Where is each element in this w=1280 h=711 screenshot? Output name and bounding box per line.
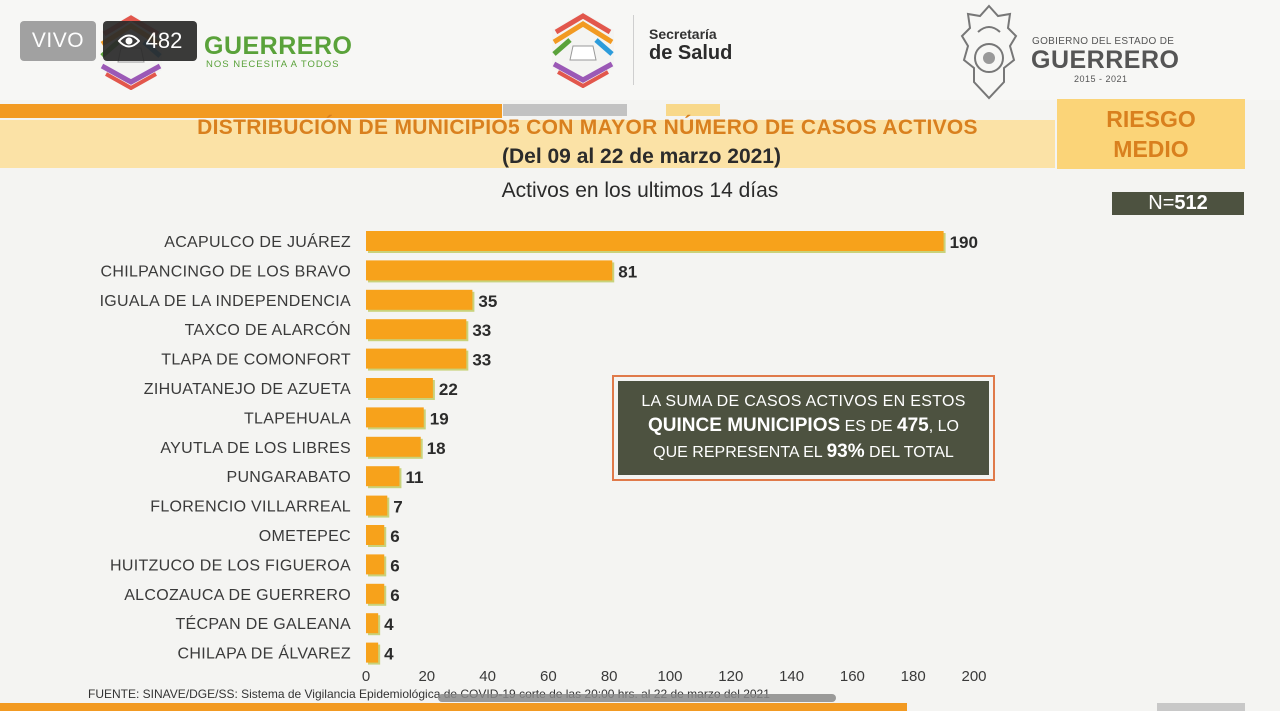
orange-strip <box>0 104 502 118</box>
gray-strip <box>503 104 627 116</box>
scrollbar[interactable] <box>438 694 836 702</box>
bar <box>366 260 613 281</box>
category-label: AYUTLA DE LOS LIBRES <box>160 440 351 457</box>
bottom-orange-strip <box>0 703 907 711</box>
data-label: 6 <box>390 556 399 575</box>
summary-line3: QUE REPRESENTA EL 93% DEL TOTAL <box>653 441 954 463</box>
data-label: 4 <box>384 615 394 634</box>
summary-box: LA SUMA DE CASOS ACTIVOS EN ESTOS QUINCE… <box>612 375 995 481</box>
summary-percent: 93% <box>826 441 865 462</box>
state-seal <box>958 2 1020 107</box>
data-label: 6 <box>390 586 399 605</box>
data-label: 33 <box>472 351 491 370</box>
x-tick-label: 200 <box>961 668 986 685</box>
data-label: 19 <box>430 409 449 428</box>
category-label: PUNGARABATO <box>226 469 351 486</box>
category-label: TLAPA DE COMONFORT <box>161 352 351 369</box>
summary-municipios: QUINCE MUNICIPIOS <box>648 415 841 436</box>
data-label: 4 <box>384 645 394 664</box>
title-band <box>0 120 1055 168</box>
bar <box>366 319 467 340</box>
category-label: ZIHUATANEJO DE AZUETA <box>144 381 351 398</box>
category-label: FLORENCIO VILLARREAL <box>150 499 351 516</box>
data-label: 81 <box>618 262 637 281</box>
data-label: 11 <box>405 468 423 487</box>
salud-logo <box>548 10 618 93</box>
total-label: N= <box>1148 192 1175 214</box>
salud-title-line2: de Salud <box>649 42 733 64</box>
x-tick-label: 60 <box>540 668 557 685</box>
total-count-badge: N=512 <box>1112 192 1244 215</box>
x-tick-label: 20 <box>418 668 435 685</box>
category-label: OMETEPEC <box>259 528 351 545</box>
category-label: TÉCPAN DE GALEANA <box>175 614 351 633</box>
summary-del-total: DEL TOTAL <box>864 444 954 461</box>
category-label: IGUALA DE LA INDEPENDENCIA <box>100 293 351 310</box>
total-value: 512 <box>1174 192 1208 214</box>
bar <box>366 642 379 663</box>
summary-line1: LA SUMA DE CASOS ACTIVOS EN ESTOS <box>641 393 966 410</box>
bar <box>366 525 385 545</box>
category-label: ACAPULCO DE JUÁREZ <box>164 232 351 251</box>
data-label: 33 <box>472 321 491 340</box>
data-label: 18 <box>427 439 446 458</box>
date-range: (Del 09 al 22 de marzo 2021) <box>502 145 781 168</box>
risk-level-badge: RIESGO MEDIO <box>1057 99 1245 169</box>
summary-es-de: ES DE <box>840 418 898 435</box>
page-title: DISTRIBUCIÓN DE MUNICIPIO5 CON MAYOR NÚM… <box>197 116 978 139</box>
bar <box>366 289 473 310</box>
x-tick-label: 100 <box>657 668 682 685</box>
bar <box>366 231 944 251</box>
x-tick-label: 140 <box>779 668 804 685</box>
eye-icon <box>117 34 140 48</box>
data-label: 35 <box>478 292 497 311</box>
bar <box>366 613 379 634</box>
x-tick-label: 180 <box>901 668 926 685</box>
category-label: HUITZUCO DE LOS FIGUEROA <box>110 557 351 574</box>
guerrero-name: GUERRERO <box>204 32 353 60</box>
yellow-strip <box>666 104 720 116</box>
summary-line2: QUINCE MUNICIPIOS ES DE 475, LO <box>648 415 959 437</box>
bar <box>366 583 385 604</box>
category-label: CHILAPA DE ÁLVAREZ <box>178 644 351 663</box>
chart-title: Activos en los ultimos 14 días <box>501 179 779 202</box>
bar <box>366 466 400 487</box>
salud-title-line1: Secretaría <box>649 26 717 42</box>
risk-line1: RIESGO <box>1106 106 1196 132</box>
viewer-count-badge: 482 <box>103 21 197 61</box>
x-tick-label: 120 <box>718 668 743 685</box>
category-label: CHILPANCINGO DE LOS BRAVO <box>100 263 351 280</box>
bar <box>366 554 385 575</box>
bar <box>366 495 388 516</box>
header-divider <box>633 15 634 85</box>
x-tick-label: 0 <box>362 668 370 685</box>
category-label: TAXCO DE ALARCÓN <box>185 320 351 339</box>
category-label: ALCOZAUCA DE GUERRERO <box>124 587 351 604</box>
data-label: 6 <box>390 527 399 546</box>
risk-line2: MEDIO <box>1113 136 1189 162</box>
bar <box>366 348 467 369</box>
x-tick-label: 80 <box>601 668 618 685</box>
guerrero-tagline: NOS NECESITA A TODOS <box>206 59 340 70</box>
live-badge: VIVO <box>20 21 96 61</box>
bar <box>366 407 424 428</box>
gobierno-line2: GUERRERO <box>1031 46 1180 74</box>
x-tick-label: 40 <box>479 668 496 685</box>
summary-represents: QUE REPRESENTA EL <box>653 444 827 461</box>
gobierno-line1: GOBIERNO DEL ESTADO DE <box>1032 36 1175 47</box>
data-label: 7 <box>393 498 402 517</box>
gobierno-years: 2015 - 2021 <box>1074 74 1128 84</box>
bar <box>366 378 433 398</box>
bar <box>366 436 421 457</box>
summary-lo: , LO <box>928 418 959 435</box>
data-label: 190 <box>950 233 978 252</box>
data-label: 22 <box>439 380 458 399</box>
x-tick-label: 160 <box>840 668 865 685</box>
bottom-gray-strip <box>1157 703 1245 711</box>
header <box>0 0 1280 100</box>
viewer-count: 482 <box>145 28 183 53</box>
category-label: TLAPEHUALA <box>244 410 351 427</box>
summary-total-value: 475 <box>897 415 929 436</box>
